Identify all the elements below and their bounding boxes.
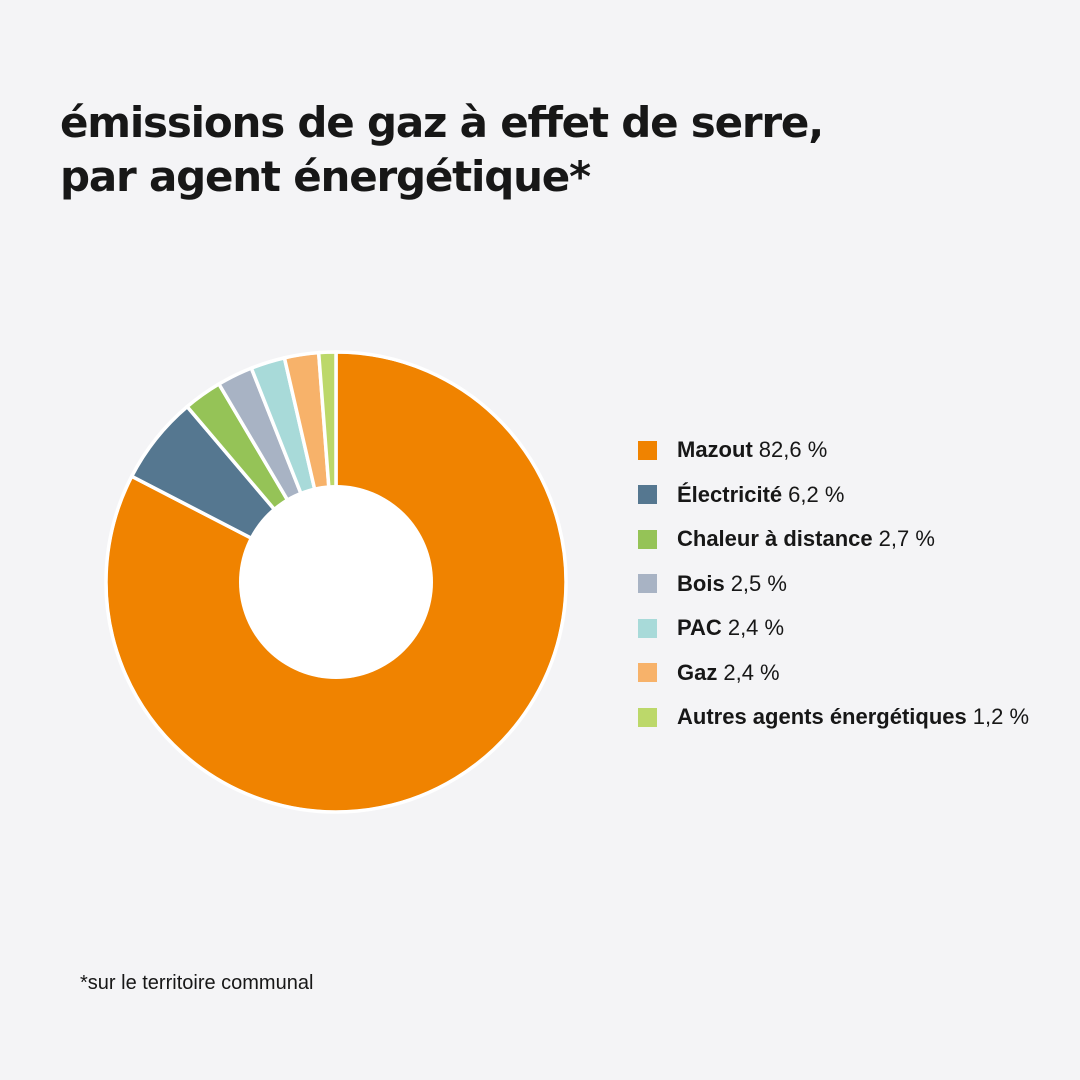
legend-item-chaleur-a-distance: Chaleur à distance 2,7 % [638, 517, 1029, 562]
legend-swatch [638, 707, 657, 727]
donut-hole [239, 485, 433, 679]
legend-item-autres-agents-energetiques: Autres agents énergétiques 1,2 % [638, 695, 1029, 740]
legend-label: Gaz [677, 659, 718, 685]
legend-item-pac: PAC 2,4 % [638, 606, 1029, 651]
chart-title-line-2: par agent énergétique* [60, 152, 591, 201]
legend-swatch [638, 574, 657, 594]
legend-label: Électricité [677, 481, 783, 507]
legend-value: 2,7 % [878, 526, 935, 552]
chart-legend: Mazout 82,6 % Électricité 6,2 % Chaleur à di… [638, 428, 1029, 740]
chart-title-line-1: émissions de gaz à effet de serre, [60, 98, 824, 147]
legend-label: Chaleur à distance [677, 526, 873, 552]
legend-value: 2,4 % [723, 659, 780, 685]
legend-item-gaz: Gaz 2,4 % [638, 651, 1029, 696]
legend-label: Mazout [677, 437, 753, 463]
legend-swatch [638, 485, 657, 505]
footnote: *sur le territoire communal [80, 972, 314, 994]
legend-label: Bois [677, 570, 725, 596]
legend-label: Autres agents énergétiques [677, 704, 967, 730]
chart-title: émissions de gaz à effet de serre, par a… [60, 96, 1020, 204]
legend-item-mazout: Mazout 82,6 % [638, 428, 1029, 473]
donut-outline [104, 350, 568, 814]
legend-item-electricite: Électricité 6,2 % [638, 473, 1029, 518]
legend-swatch [638, 529, 657, 549]
legend-swatch [638, 440, 657, 460]
legend-value: 2,5 % [730, 570, 787, 596]
legend-value: 2,4 % [727, 615, 785, 641]
legend-value: 82,6 % [758, 437, 828, 463]
legend-value: 1,2 % [972, 704, 1030, 730]
legend-item-bois: Bois 2,5 % [638, 562, 1029, 607]
legend-value: 6,2 % [788, 481, 845, 507]
legend-swatch [638, 663, 657, 683]
legend-label: PAC [677, 615, 722, 641]
donut-chart [104, 350, 568, 814]
legend-swatch [638, 618, 657, 638]
